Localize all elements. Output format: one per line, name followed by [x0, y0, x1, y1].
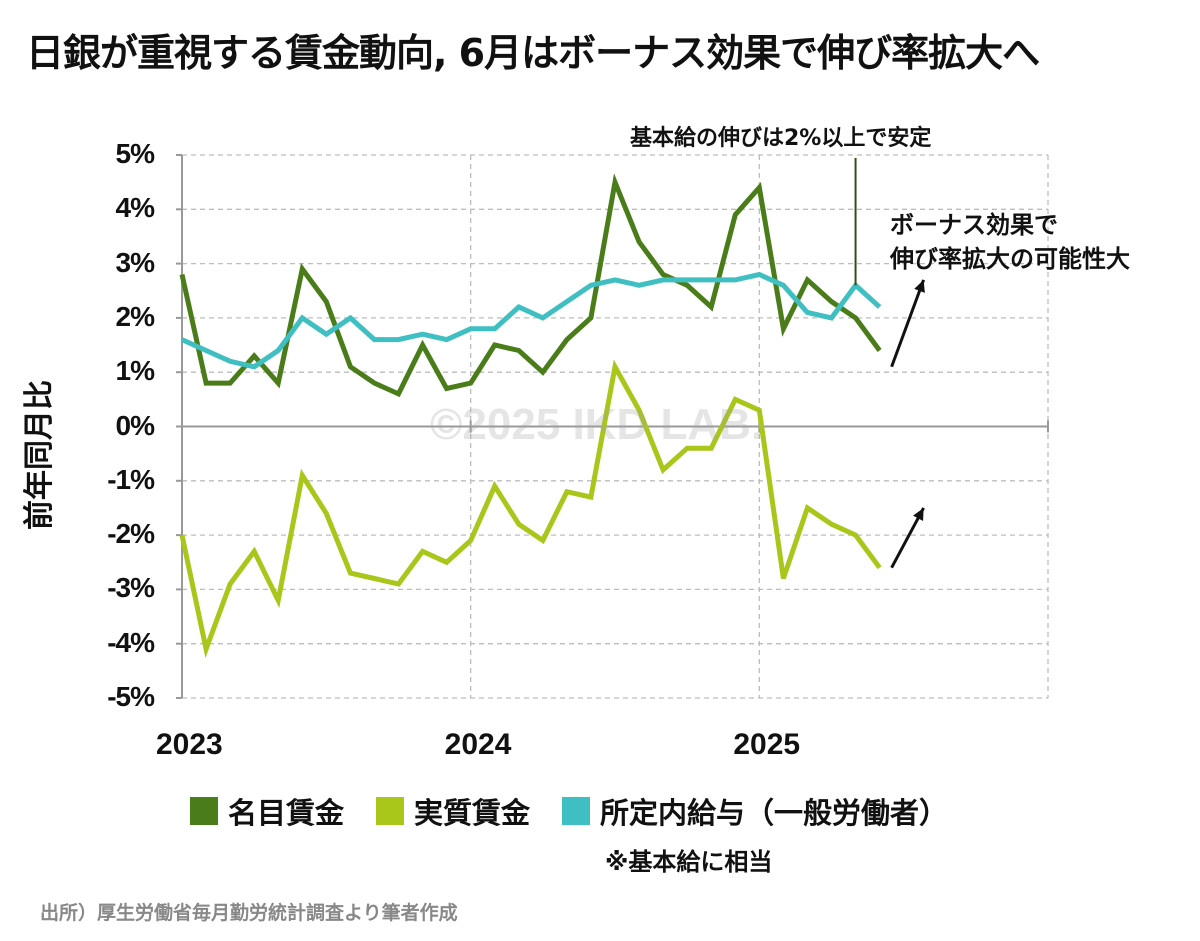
legend-swatch-nominal — [190, 797, 218, 825]
legend-swatch-real — [376, 797, 405, 825]
annotation-bonus-line-2: 伸び率拡大の可能性大 — [890, 245, 1130, 273]
y-axis-label: 前年同月比 — [22, 380, 57, 530]
y-tick-label: 3% — [115, 246, 155, 278]
annotation-bonus-effect: ボーナス効果で 伸び率拡大の可能性大 — [890, 208, 1130, 276]
legend-item-scheduled: 所定内給与（一般労働者） — [562, 790, 948, 832]
chart-title: 日銀が重視する賃金動向, 6月はボーナス効果で伸び率拡大へ — [26, 31, 1040, 75]
y-tick-label: -5% — [107, 681, 155, 712]
legend-item-nominal: 名目賃金 — [190, 790, 344, 832]
legend-label-nominal: 名目賃金 — [228, 796, 345, 830]
y-tick-label: -3% — [107, 572, 155, 604]
legend-label-scheduled: 所定内給与（一般労働者） — [600, 796, 949, 830]
legend-swatch-scheduled — [562, 797, 591, 825]
y-tick-label: 1% — [115, 355, 155, 387]
legend-note: ※基本給に相当 — [605, 848, 773, 876]
x-tick-label: 2023 — [156, 728, 223, 761]
series-line-2 — [180, 271, 882, 370]
y-tick-label: -4% — [107, 626, 155, 658]
annotation-base-salary: 基本給の伸びは2%以上で安定 — [630, 126, 932, 151]
legend: 名目賃金 実質賃金 所定内給与（一般労働者） — [190, 790, 980, 832]
series-lines — [179, 173, 882, 659]
y-tick-label: -2% — [107, 518, 155, 550]
watermark: ©2025 IKD LAB. — [430, 400, 764, 449]
arrow-nominal — [890, 279, 926, 368]
legend-item-real: 実質賃金 — [376, 790, 530, 832]
x-tick-label: 2024 — [444, 728, 512, 761]
source-note: 出所）厚生労働省毎月勤労統計調査より筆者作成 — [40, 902, 458, 924]
arrow-real-head — [913, 507, 924, 521]
y-tick-label: 5% — [115, 138, 155, 169]
y-tick-label: 4% — [115, 192, 155, 224]
legend-label-real: 実質賃金 — [414, 796, 531, 830]
y-tick-label: 0% — [115, 409, 155, 441]
grid — [176, 154, 1049, 699]
annotation-bonus-line-1: ボーナス効果で — [890, 211, 1058, 239]
x-tick-label: 2025 — [733, 728, 801, 761]
y-tick-label: -1% — [107, 463, 155, 495]
series-line-0 — [179, 173, 882, 398]
arrow-nominal-head — [914, 279, 925, 293]
annotation-marks — [854, 158, 926, 569]
series-line-1 — [179, 359, 882, 659]
y-tick-label: 2% — [115, 300, 155, 332]
